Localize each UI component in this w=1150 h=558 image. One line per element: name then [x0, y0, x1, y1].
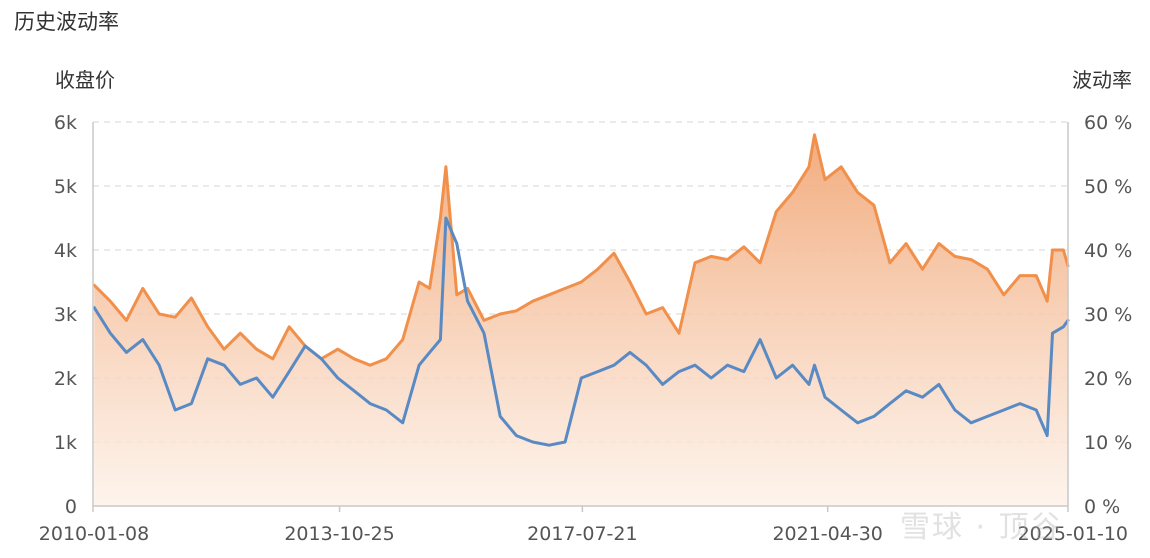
- y-right-tick-label: 20 %: [1084, 368, 1132, 390]
- watermark-logo: 雪球 · 顶谷: [900, 510, 1063, 545]
- x-tick-label: 2017-07-21: [527, 523, 637, 545]
- y-left-tick-label: 2k: [54, 368, 77, 390]
- y-left-tick-label: 4k: [54, 240, 77, 262]
- page-title: 历史波动率: [14, 10, 119, 34]
- volatility-series-line: [92, 216, 1070, 447]
- y-right-tick-label: 10 %: [1084, 432, 1132, 454]
- y-left-tick-label: 5k: [54, 176, 77, 198]
- x-tick-label: 2013-10-25: [284, 523, 394, 545]
- y-right-tick-label: 40 %: [1084, 240, 1132, 262]
- price-area-layer: [94, 134, 1068, 507]
- series-lines-layer: [92, 133, 1070, 447]
- y-left-tick-label: 3k: [54, 304, 77, 326]
- x-tick-label: 2010-01-08: [39, 523, 149, 545]
- y-left-tick-label: 1k: [54, 432, 77, 454]
- x-tick-label: 2025-01-10: [1018, 523, 1128, 545]
- y-left-axis-title: 收盘价: [55, 68, 115, 92]
- x-tick-label: 2021-04-30: [772, 523, 882, 545]
- y-left-tick-label: 6k: [54, 112, 77, 134]
- y-right-tick-label: 50 %: [1084, 176, 1132, 198]
- y-left-tick-label: 0: [65, 496, 77, 518]
- price-area-fill: [94, 134, 1068, 507]
- y-right-tick-label: 0 %: [1084, 496, 1120, 518]
- y-right-tick-label: 60 %: [1084, 112, 1132, 134]
- y-right-axis-title: 波动率: [1072, 68, 1132, 92]
- axes-layer: 0 0 % 1k 10 % 2k 20 % 3k 30 % 4k 40 % 5k 50 % 6k 60 %…: [39, 112, 1132, 545]
- y-right-tick-label: 30 %: [1084, 304, 1132, 326]
- price-series-line: [92, 133, 1070, 367]
